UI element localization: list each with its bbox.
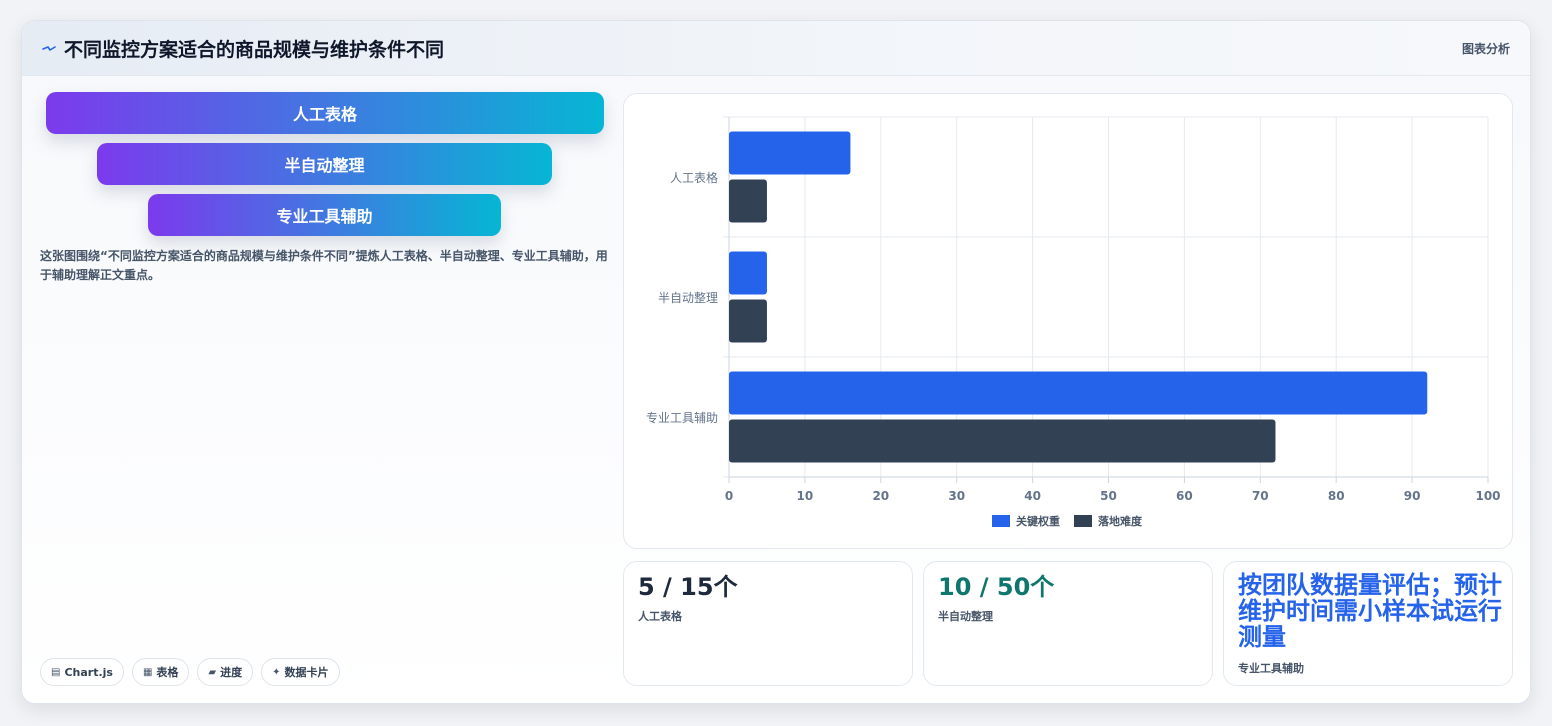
card-header: 不同监控方案适合的商品规模与维护条件不同 图表分析 [22, 21, 1530, 76]
stat-label: 专业工具辅助 [1238, 662, 1304, 675]
tech-chips: ▤ Chart.js ▦ 表格 ▰ 进度 ✦ 数据卡片 [40, 658, 340, 686]
y-tick-label: 半自动整理 [658, 290, 718, 305]
chip-chartjs[interactable]: ▤ Chart.js [40, 658, 124, 686]
section-tag: 图表分析 [1461, 42, 1510, 56]
stat-label: 人工表格 [638, 610, 682, 623]
progress-icon: ▰ [208, 666, 217, 678]
stat-card-2: 10 / 50个 半自动整理 [923, 561, 1213, 686]
stat-card-1: 5 / 15个 人工表格 [623, 561, 913, 686]
funnel-step-3: 专业工具辅助 [148, 194, 501, 236]
y-tick-label: 人工表格 [670, 170, 718, 185]
stat-value: 10 / 50个 [938, 573, 1055, 601]
bar-key-weight [729, 251, 767, 295]
x-tick-label: 60 [1176, 489, 1193, 503]
legend-label: 关键权重 [1016, 514, 1060, 528]
x-tick-label: 40 [1024, 489, 1041, 503]
x-tick-label: 10 [797, 489, 814, 503]
chip-label: Chart.js [64, 665, 113, 679]
x-tick-label: 0 [725, 489, 733, 503]
chip-label: 进度 [220, 666, 243, 679]
chart-icon: ▤ [51, 666, 61, 678]
funnel-step-1: 人工表格 [46, 92, 604, 134]
chip-data-card[interactable]: ✦ 数据卡片 [261, 658, 340, 686]
sparkle-icon: ✦ [272, 666, 281, 678]
chart-card: 不同监控方案适合的商品规模与维护条件不同 图表分析 人工表格 半自动整理 专业工… [21, 20, 1531, 704]
page-title: 不同监控方案适合的商品规模与维护条件不同 [64, 39, 445, 61]
legend-swatch [1074, 515, 1092, 527]
x-tick-label: 70 [1252, 489, 1269, 503]
bar-difficulty [729, 419, 1276, 463]
x-tick-label: 50 [1100, 489, 1117, 503]
chip-table[interactable]: ▦ 表格 [131, 658, 190, 686]
bar-key-weight [729, 371, 1428, 415]
chip-label: 表格 [156, 666, 179, 679]
chip-progress[interactable]: ▰ 进度 [197, 658, 254, 686]
bar-key-weight [729, 131, 851, 175]
bar-difficulty [729, 179, 767, 223]
bar-difficulty [729, 299, 767, 343]
x-tick-label: 80 [1328, 489, 1345, 503]
chip-label: 数据卡片 [284, 666, 329, 679]
x-tick-label: 90 [1404, 489, 1421, 503]
x-tick-label: 20 [872, 489, 889, 503]
stat-card-3: 按团队数据量评估；预计维护时间需小样本试运行测量 专业工具辅助 [1223, 561, 1513, 686]
sparkle-icon [42, 46, 56, 51]
funnel-step-2: 半自动整理 [97, 143, 552, 185]
bar-chart-panel: 0 10 20 30 40 50 60 70 80 90 100 人工表格半自动整理专业工具辅助关键权… [623, 93, 1513, 549]
stat-label: 半自动整理 [938, 610, 993, 623]
stat-value: 5 / 15个 [638, 573, 738, 601]
legend-label: 落地难度 [1098, 514, 1143, 528]
table-icon: ▦ [142, 666, 153, 678]
y-tick-label: 专业工具辅助 [646, 410, 718, 425]
chart-description: 这张图围绕“不同监控方案适合的商品规模与维护条件不同”提炼人工表格、半自动整理、… [40, 249, 608, 282]
bar-chart: 0 10 20 30 40 50 60 70 80 90 100 人工表格半自动整理专业工具辅助关键权… [646, 116, 1501, 528]
x-tick-label: 30 [948, 489, 965, 503]
x-tick-label: 100 [1475, 489, 1500, 503]
legend-swatch [992, 515, 1010, 527]
stat-value: 按团队数据量评估；预计维护时间需小样本试运行测量 [1238, 571, 1502, 651]
